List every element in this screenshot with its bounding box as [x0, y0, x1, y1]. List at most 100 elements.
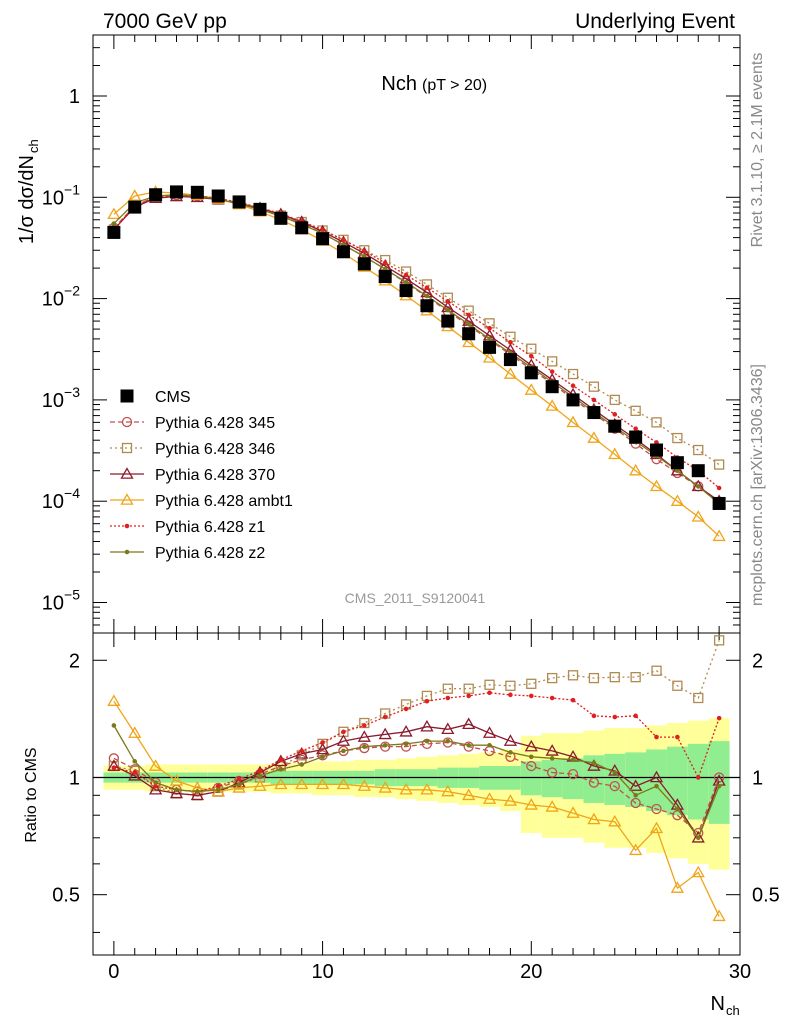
data-point-pythia-6-428-346: [588, 381, 600, 392]
ratio-point-pythia-6-428-z1: [320, 740, 325, 745]
ratio-point-pythia-6-428-346: [672, 680, 683, 691]
ratio-point-pythia-6-428-ambt1: [378, 781, 392, 793]
legend-marker: [120, 493, 134, 505]
ratio-y-tick-label-right: 0.5: [752, 885, 780, 907]
ratio-line-pythia-6-428-z2: [113, 725, 720, 840]
ratio-point-pythia-6-428-ambt1: [482, 792, 497, 804]
legend-label: Pythia 6.428 345: [155, 415, 275, 432]
ratio-point-pythia-6-428-ambt1: [566, 806, 580, 818]
inner-uncertainty-band: [646, 749, 667, 812]
ratio-point-pythia-6-428-ambt1: [587, 812, 601, 825]
data-point-pythia-6-428-z1: [612, 412, 618, 417]
rivet-label: Rivet 3.1.10, ≥ 2.1M events: [749, 53, 766, 248]
data-point-pythia-6-428-z1: [528, 353, 534, 359]
ratio-point-pythia-6-428-z1: [445, 695, 451, 701]
ratio-point-pythia-6-428-z1: [403, 706, 409, 712]
ratio-point-pythia-6-428-z1: [528, 693, 534, 699]
data-point-pythia-6-428-346: [713, 459, 725, 470]
ratio-point-pythia-6-428-370: [169, 786, 184, 799]
ratio-point-pythia-6-428-z1: [215, 783, 221, 789]
ratio-point-pythia-6-428-z2: [236, 782, 242, 787]
ratio-point-pythia-6-428-370: [399, 725, 413, 737]
ratio-point-pythia-6-428-370: [190, 788, 204, 801]
ratio-point-pythia-6-428-z1: [591, 713, 597, 719]
ratio-point-pythia-6-428-z2: [654, 783, 659, 789]
ratio-point-pythia-6-428-370: [608, 764, 622, 776]
data-point-pythia-6-428-z2: [675, 468, 680, 474]
ratio-point-pythia-6-428-ambt1: [148, 759, 163, 771]
ratio-point-pythia-6-428-ambt1: [295, 777, 309, 790]
y-axis-label: 1/σ dσ/dN: [16, 155, 38, 244]
data-point-cms: [169, 185, 183, 199]
ratio-point-pythia-6-428-ambt1: [232, 781, 246, 793]
ratio-point-pythia-6-428-370: [482, 726, 497, 738]
data-point-pythia-6-428-z2: [487, 336, 492, 342]
ratio-point-pythia-6-428-z1: [382, 714, 388, 720]
data-point-pythia-6-428-z1: [424, 285, 430, 291]
series-pythia-6-428-345: [108, 189, 725, 509]
ratio-point-pythia-6-428-z2: [382, 742, 388, 748]
legend-entry-pythia-6-428-z1: Pythia 6.428 z1: [110, 519, 265, 536]
data-point-pythia-6-428-346: [693, 444, 704, 456]
main-plot-frame: [92, 34, 741, 634]
legend-label: Pythia 6.428 346: [155, 441, 275, 458]
legend-label: Pythia 6.428 z1: [155, 519, 265, 536]
data-point-pythia-6-428-346: [651, 417, 662, 428]
ratio-point-pythia-6-428-370: [128, 768, 142, 781]
ratio-point-pythia-6-428-ambt1: [462, 788, 476, 801]
ratio-point-pythia-6-428-z2: [612, 770, 618, 775]
ratio-point-pythia-6-428-z1: [424, 698, 430, 704]
ratio-point-pythia-6-428-370: [462, 717, 476, 730]
data-point-pythia-6-428-z1: [570, 383, 576, 389]
ratio-point-pythia-6-428-370: [315, 742, 330, 755]
series-line-pythia-6-428-346: [113, 195, 720, 466]
ratio-point-pythia-6-428-z2: [487, 742, 492, 748]
x-tick-label: 10: [311, 961, 333, 983]
ratio-point-pythia-6-428-z2: [278, 766, 284, 772]
ratio-point-pythia-6-428-z1: [278, 757, 284, 763]
data-point-cms: [232, 195, 246, 209]
data-point-cms: [545, 380, 559, 394]
ratio-point-pythia-6-428-z2: [508, 750, 513, 755]
ratio-point-pythia-6-428-z2: [466, 742, 471, 748]
ratio-point-pythia-6-428-ambt1: [315, 777, 330, 790]
legend-label: Pythia 6.428 z2: [155, 545, 265, 562]
ratio-point-pythia-6-428-ambt1: [128, 726, 142, 738]
data-point-pythia-6-428-ambt1: [566, 415, 580, 428]
data-point-cms: [587, 406, 601, 420]
ratio-point-pythia-6-428-z2: [403, 741, 409, 747]
ratio-frame-border: [92, 632, 741, 956]
ratio-point-pythia-6-428-ambt1: [545, 800, 559, 812]
x-tick-label: 20: [520, 961, 542, 983]
legend-entry-pythia-6-428-ambt1: Pythia 6.428 ambt1: [110, 493, 293, 510]
ratio-point-pythia-6-428-ambt1: [503, 794, 518, 806]
ratio-point-pythia-6-428-z1: [466, 693, 471, 699]
ratio-point-pythia-6-428-346: [567, 670, 579, 681]
data-point-pythia-6-428-ambt1: [524, 383, 538, 395]
ratio-point-pythia-6-428-370: [649, 770, 664, 783]
header-left: 7000 GeV pp: [103, 10, 227, 33]
ratio-point-pythia-6-428-z1: [549, 695, 555, 701]
analysis-watermark: CMS_2011_S9120041: [345, 590, 486, 606]
series-pythia-6-428-z2: [111, 192, 722, 506]
data-point-pythia-6-428-ambt1: [712, 529, 726, 542]
data-point-pythia-6-428-z2: [695, 484, 701, 489]
legend-entry-pythia-6-428-346: Pythia 6.428 346: [110, 441, 275, 458]
ratio-point-pythia-6-428-345: [338, 745, 349, 757]
data-point-cms: [670, 456, 684, 470]
ratio-series-pythia-6-428-ambt1: [107, 694, 726, 922]
ratio-point-pythia-6-428-345: [108, 753, 120, 764]
legend-marker: [120, 467, 134, 479]
ratio-point-pythia-6-428-z1: [111, 765, 117, 770]
data-point-pythia-6-428-ambt1: [503, 367, 518, 379]
ratio-panel: 0 10 20 30 0.5 0.5 1 1 2 2 Ratio to CMS N ch: [23, 632, 780, 1018]
ratio-point-pythia-6-428-346: [713, 635, 725, 646]
ratio-point-pythia-6-428-346: [463, 683, 474, 694]
ratio-point-pythia-6-428-370: [524, 739, 538, 752]
data-point-pythia-6-428-370: [691, 479, 705, 492]
ratio-point-pythia-6-428-346: [505, 680, 516, 691]
ratio-point-pythia-6-428-370: [295, 747, 309, 759]
data-point-pythia-6-428-z2: [111, 221, 117, 226]
ratio-point-pythia-6-428-z2: [445, 738, 451, 744]
ratio-point-pythia-6-428-z1: [612, 714, 618, 720]
